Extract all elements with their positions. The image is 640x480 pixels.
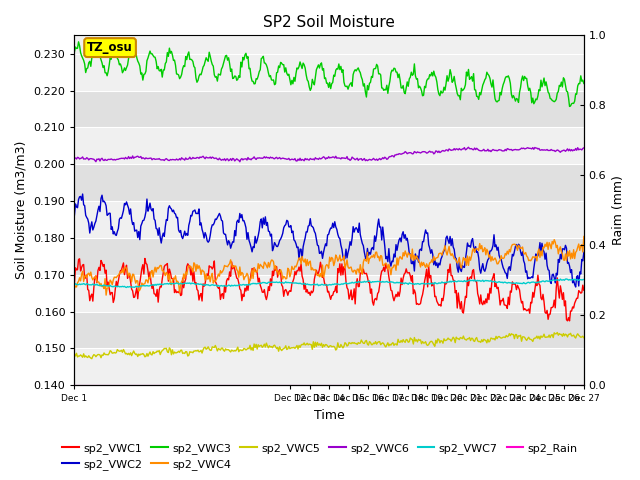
sp2_VWC4 bbox=[102, 292, 110, 298]
Bar bbox=[74, 312, 584, 348]
Text: TZ_osu: TZ_osu bbox=[87, 41, 133, 54]
sp2_VWC7 bbox=[123, 285, 131, 290]
sp2_VWC2 bbox=[314, 242, 321, 248]
Legend: sp2_VWC1, sp2_VWC2, sp2_VWC3, sp2_VWC4, sp2_VWC5, sp2_VWC6, sp2_VWC7, sp2_Rain: sp2_VWC1, sp2_VWC2, sp2_VWC3, sp2_VWC4, … bbox=[58, 438, 582, 474]
Bar bbox=[74, 275, 584, 312]
sp2_VWC7 bbox=[314, 281, 321, 287]
Bar bbox=[74, 91, 584, 127]
sp2_VWC3 bbox=[70, 49, 78, 55]
sp2_VWC7 bbox=[489, 279, 497, 285]
Line: sp2_VWC6: sp2_VWC6 bbox=[74, 147, 584, 162]
Bar bbox=[74, 238, 584, 275]
sp2_VWC4 bbox=[489, 257, 497, 263]
sp2_VWC1 bbox=[570, 305, 577, 311]
sp2_VWC5 bbox=[317, 343, 324, 348]
sp2_VWC2 bbox=[317, 250, 324, 256]
Bar bbox=[74, 201, 584, 238]
sp2_VWC4 bbox=[317, 271, 324, 276]
sp2_VWC7 bbox=[580, 276, 588, 282]
sp2_VWC1 bbox=[317, 259, 324, 265]
sp2_VWC3 bbox=[314, 64, 321, 70]
sp2_VWC1 bbox=[375, 289, 383, 295]
Line: sp2_VWC3: sp2_VWC3 bbox=[74, 39, 584, 107]
sp2_VWC3 bbox=[580, 81, 588, 86]
X-axis label: Time: Time bbox=[314, 409, 344, 422]
sp2_VWC3 bbox=[566, 104, 573, 109]
sp2_Rain bbox=[70, 383, 78, 388]
sp2_VWC4 bbox=[314, 273, 321, 278]
sp2_VWC2 bbox=[569, 280, 577, 286]
sp2_VWC5 bbox=[88, 356, 95, 361]
sp2_VWC4 bbox=[580, 234, 588, 240]
Y-axis label: Soil Moisture (m3/m3): Soil Moisture (m3/m3) bbox=[15, 141, 28, 279]
sp2_VWC2 bbox=[375, 216, 383, 222]
sp2_VWC5 bbox=[375, 339, 383, 345]
sp2_VWC6 bbox=[490, 147, 498, 153]
sp2_VWC3 bbox=[570, 100, 577, 106]
sp2_VWC7 bbox=[563, 276, 570, 282]
sp2_VWC7 bbox=[348, 280, 355, 286]
sp2_VWC6 bbox=[317, 156, 324, 162]
Title: SP2 Soil Moisture: SP2 Soil Moisture bbox=[263, 15, 395, 30]
sp2_Rain bbox=[346, 383, 354, 388]
sp2_VWC2 bbox=[70, 212, 78, 218]
sp2_VWC5 bbox=[554, 330, 561, 336]
sp2_VWC6 bbox=[348, 156, 355, 162]
Line: sp2_VWC7: sp2_VWC7 bbox=[74, 279, 584, 288]
sp2_VWC6 bbox=[70, 156, 78, 161]
Bar bbox=[74, 54, 584, 91]
sp2_VWC1 bbox=[566, 318, 573, 324]
sp2_VWC5 bbox=[489, 336, 497, 342]
sp2_Rain bbox=[374, 383, 381, 388]
sp2_VWC6 bbox=[314, 156, 321, 162]
sp2_VWC2 bbox=[489, 242, 497, 248]
sp2_VWC5 bbox=[348, 341, 355, 347]
sp2_VWC7 bbox=[570, 276, 577, 282]
sp2_VWC6 bbox=[465, 144, 472, 150]
sp2_VWC1 bbox=[348, 287, 355, 293]
Bar bbox=[74, 348, 584, 385]
sp2_VWC4 bbox=[569, 255, 577, 261]
sp2_VWC1 bbox=[489, 274, 497, 280]
sp2_VWC1 bbox=[141, 255, 148, 261]
sp2_VWC6 bbox=[375, 156, 383, 162]
sp2_VWC7 bbox=[317, 282, 324, 288]
sp2_VWC2 bbox=[580, 250, 588, 255]
sp2_Rain bbox=[316, 383, 323, 388]
sp2_VWC2 bbox=[79, 191, 86, 197]
sp2_VWC6 bbox=[236, 159, 244, 165]
sp2_VWC2 bbox=[572, 284, 579, 290]
Line: sp2_VWC2: sp2_VWC2 bbox=[74, 194, 584, 287]
sp2_VWC4 bbox=[70, 285, 78, 291]
sp2_VWC5 bbox=[580, 335, 588, 341]
sp2_Rain bbox=[580, 383, 588, 388]
Y-axis label: Raim (mm): Raim (mm) bbox=[612, 175, 625, 245]
sp2_VWC3 bbox=[317, 61, 324, 67]
sp2_Rain bbox=[488, 383, 496, 388]
sp2_VWC1 bbox=[314, 271, 321, 276]
Bar bbox=[74, 127, 584, 164]
sp2_VWC4 bbox=[375, 253, 383, 259]
sp2_VWC1 bbox=[580, 288, 588, 293]
sp2_VWC6 bbox=[570, 147, 577, 153]
sp2_VWC3 bbox=[375, 71, 383, 77]
sp2_Rain bbox=[568, 383, 575, 388]
sp2_Rain bbox=[312, 383, 320, 388]
sp2_VWC7 bbox=[375, 278, 383, 284]
sp2_VWC3 bbox=[93, 36, 100, 42]
Line: sp2_VWC4: sp2_VWC4 bbox=[74, 237, 584, 295]
sp2_VWC5 bbox=[570, 332, 577, 338]
sp2_VWC6 bbox=[580, 145, 588, 151]
sp2_VWC4 bbox=[348, 264, 355, 270]
sp2_VWC2 bbox=[348, 242, 355, 248]
sp2_VWC3 bbox=[489, 77, 497, 83]
sp2_VWC5 bbox=[70, 351, 78, 357]
sp2_VWC1 bbox=[70, 280, 78, 286]
Bar bbox=[74, 164, 584, 201]
Line: sp2_VWC1: sp2_VWC1 bbox=[74, 258, 584, 321]
sp2_VWC5 bbox=[314, 339, 321, 345]
Line: sp2_VWC5: sp2_VWC5 bbox=[74, 333, 584, 359]
sp2_VWC7 bbox=[70, 282, 78, 288]
sp2_VWC3 bbox=[348, 80, 355, 85]
